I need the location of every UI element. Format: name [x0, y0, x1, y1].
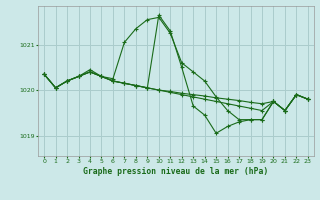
- X-axis label: Graphe pression niveau de la mer (hPa): Graphe pression niveau de la mer (hPa): [84, 167, 268, 176]
